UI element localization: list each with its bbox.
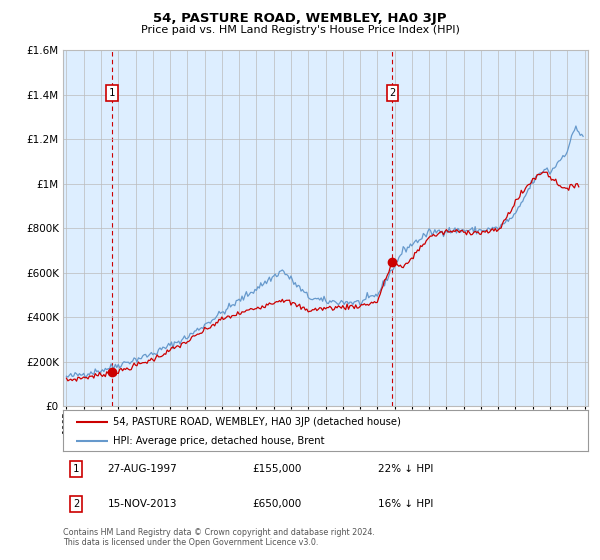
Text: 27-AUG-1997: 27-AUG-1997 [107,464,178,474]
Text: Price paid vs. HM Land Registry's House Price Index (HPI): Price paid vs. HM Land Registry's House … [140,25,460,35]
Text: £155,000: £155,000 [252,464,301,474]
Text: 54, PASTURE ROAD, WEMBLEY, HA0 3JP (detached house): 54, PASTURE ROAD, WEMBLEY, HA0 3JP (deta… [113,417,401,427]
Text: HPI: Average price, detached house, Brent: HPI: Average price, detached house, Bren… [113,436,325,446]
Text: 2: 2 [389,88,395,98]
Text: 1: 1 [73,464,79,474]
Text: 2: 2 [73,499,79,509]
Text: 16% ↓ HPI: 16% ↓ HPI [378,499,433,509]
Text: 54, PASTURE ROAD, WEMBLEY, HA0 3JP: 54, PASTURE ROAD, WEMBLEY, HA0 3JP [153,12,447,25]
Text: 22% ↓ HPI: 22% ↓ HPI [378,464,433,474]
Text: Contains HM Land Registry data © Crown copyright and database right 2024.
This d: Contains HM Land Registry data © Crown c… [63,528,375,547]
Text: 1: 1 [109,88,115,98]
Text: £650,000: £650,000 [252,499,301,509]
Text: 15-NOV-2013: 15-NOV-2013 [107,499,177,509]
